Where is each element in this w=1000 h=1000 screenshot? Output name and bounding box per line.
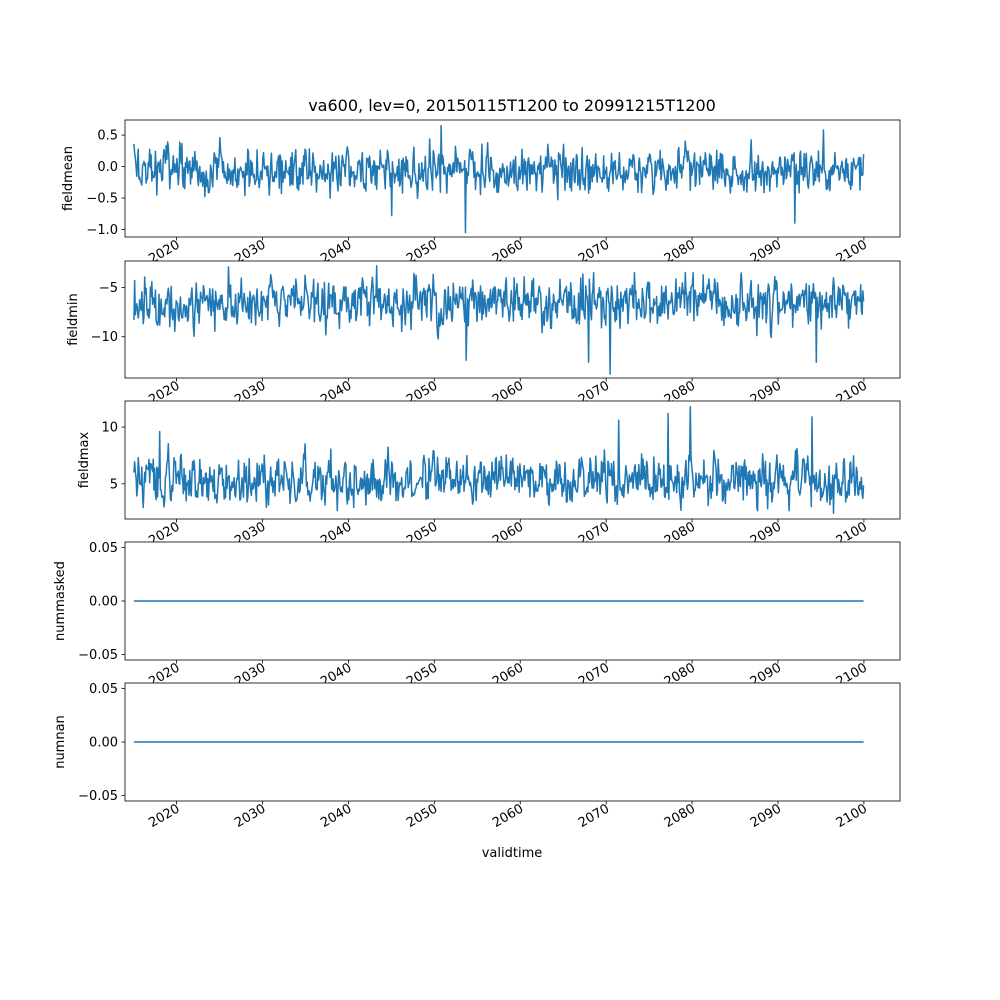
nummasked-ytick-label: 0.05 — [89, 541, 118, 556]
fieldmin-series-line — [133, 265, 865, 375]
fieldmax-ylabel: fieldmax — [77, 432, 92, 489]
fieldmean-ytick-label: −1.0 — [86, 223, 118, 238]
fieldmin-ytick-label: −10 — [91, 330, 118, 345]
numnan-ylabel: numnan — [53, 715, 68, 769]
x-axis-label: validtime — [482, 846, 543, 861]
fieldmax-ytick-label: 5 — [110, 477, 118, 492]
fieldmax-ytick-label: 10 — [101, 421, 118, 436]
figure-title: va600, lev=0, 20150115T1200 to 20991215T… — [308, 96, 716, 115]
fieldmean-ytick-label: −0.5 — [86, 192, 118, 207]
numnan-ytick-label: 0.05 — [89, 682, 118, 697]
nummasked-ytick-label: 0.00 — [89, 595, 118, 610]
fieldmin-ylabel: fieldmin — [66, 293, 81, 346]
fieldmax-series-line — [133, 405, 865, 515]
fieldmean-ytick-label: 0.5 — [97, 129, 118, 144]
fieldmean-series-line — [133, 124, 865, 234]
nummasked-ylabel: nummasked — [53, 561, 68, 641]
numnan-ytick-label: 0.00 — [89, 736, 118, 751]
fieldmean-axes-frame — [124, 119, 901, 238]
fieldmean-ylabel: fieldmean — [61, 146, 76, 211]
numnan-ytick-label: −0.05 — [78, 789, 118, 804]
fieldmax-axes-frame — [124, 400, 901, 520]
fieldmin-ytick-label: −5 — [99, 281, 118, 296]
nummasked-ytick-label: −0.05 — [78, 648, 118, 663]
fieldmin-axes-frame — [124, 260, 901, 379]
fieldmean-ytick-label: 0.0 — [97, 160, 118, 175]
